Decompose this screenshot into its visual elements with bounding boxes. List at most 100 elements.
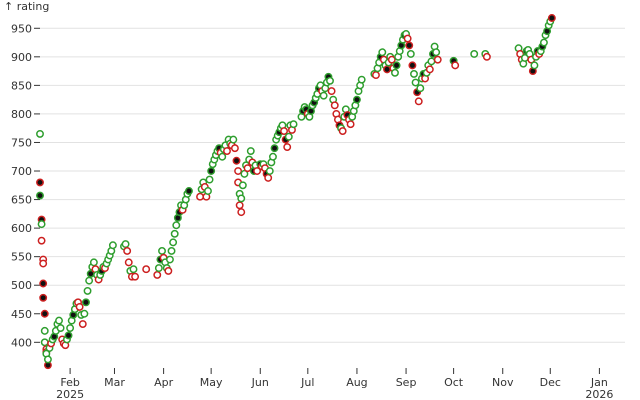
- x-tick-year-label: 2026: [585, 388, 613, 400]
- x-tick-label: Nov: [492, 376, 514, 389]
- gridlines: [40, 27, 625, 343]
- rating-point: [165, 255, 174, 264]
- y-tick-label: 950: [11, 22, 32, 35]
- x-tick-label: Jun: [251, 376, 269, 389]
- rating-point: [142, 265, 151, 274]
- rating-point: [326, 76, 334, 85]
- rating-point: [482, 52, 491, 61]
- rating-point: [36, 129, 44, 138]
- rating-point: [80, 309, 89, 318]
- rating-point: [470, 50, 479, 58]
- x-tick-label: Aug: [346, 376, 367, 389]
- x-tick-label: Feb: [60, 376, 79, 389]
- rating-point: [39, 259, 48, 268]
- rating-point: [405, 41, 414, 50]
- rating-point: [218, 152, 227, 161]
- x-tick-label: Oct: [444, 376, 464, 389]
- rating-point: [403, 34, 412, 43]
- y-tick-label: 600: [11, 222, 32, 235]
- rating-point: [391, 68, 399, 77]
- y-tick-label: 750: [11, 136, 32, 149]
- rating-point: [121, 240, 130, 249]
- rating-point: [164, 266, 173, 275]
- rating-point: [387, 55, 396, 64]
- rating-point: [234, 167, 243, 175]
- rating-point: [270, 144, 279, 153]
- x-tick-label: Sep: [396, 376, 417, 389]
- rating-point: [530, 61, 539, 70]
- x-tick-year-label: 2025: [56, 388, 84, 400]
- rating-point: [319, 91, 328, 100]
- rating-point: [78, 320, 87, 328]
- rating-point: [205, 175, 214, 184]
- rating-point: [410, 70, 418, 78]
- y-tick-label: 900: [11, 51, 32, 64]
- rating-point: [229, 135, 238, 144]
- rating-point: [378, 48, 387, 57]
- y-axis-label: ↑ rating: [4, 0, 49, 13]
- rating-point: [372, 71, 380, 80]
- rating-point: [240, 169, 249, 178]
- rating-point: [85, 276, 94, 285]
- x-tick-label: May: [200, 376, 223, 389]
- rating-point: [289, 120, 298, 129]
- rating-point: [82, 298, 90, 307]
- rating-point: [39, 279, 48, 288]
- rating-point: [64, 331, 73, 340]
- rating-point: [43, 355, 52, 364]
- rating-point: [154, 264, 163, 273]
- rating-point: [169, 238, 178, 247]
- rating-point: [172, 221, 181, 230]
- rating-point: [153, 270, 162, 279]
- x-tick-label: Jan: [590, 376, 608, 389]
- rating-point: [357, 75, 366, 84]
- rating-point: [124, 258, 133, 267]
- rating-point: [547, 14, 556, 22]
- rating-point: [408, 61, 417, 70]
- rating-point: [280, 127, 288, 135]
- rating-point: [55, 316, 63, 325]
- rating-point: [406, 50, 415, 58]
- rating-point: [352, 95, 361, 104]
- y-tick-label: 650: [11, 194, 32, 207]
- rating-point: [108, 241, 117, 250]
- y-tick-label: 700: [11, 165, 32, 178]
- rating-point: [416, 84, 425, 93]
- rating-point: [129, 265, 138, 274]
- rating-point: [246, 147, 255, 155]
- rating-point: [131, 272, 140, 281]
- rating-point: [264, 173, 273, 182]
- rating-point: [204, 187, 212, 195]
- rating-point: [75, 302, 84, 311]
- y-tick-label: 550: [11, 251, 32, 264]
- rating-point: [158, 247, 166, 255]
- rating-point: [330, 101, 339, 110]
- rating-point: [235, 201, 244, 210]
- x-tick-label: Apr: [154, 376, 174, 389]
- rating-point: [237, 208, 246, 217]
- y-tick-label: 400: [11, 336, 32, 349]
- rating-point: [185, 187, 193, 195]
- rating-point: [346, 120, 355, 129]
- rating-point: [238, 181, 247, 190]
- rating-point: [427, 57, 436, 66]
- rating-point: [392, 61, 401, 70]
- rating-point: [37, 236, 46, 245]
- y-tick-label: 800: [11, 108, 32, 121]
- rating-point: [414, 97, 423, 106]
- rating-point: [338, 127, 347, 135]
- rating-point: [425, 65, 434, 74]
- x-tick-label: Mar: [104, 376, 125, 389]
- data-points: [36, 14, 556, 370]
- rating-point: [40, 326, 49, 335]
- rating-point: [232, 156, 241, 165]
- rating-point: [170, 229, 179, 238]
- rating-point: [123, 247, 132, 255]
- y-axis: 400 450 500 550 600 650 700 750 800 850 900 950: [11, 22, 40, 349]
- rating-point: [36, 191, 44, 200]
- rating-point: [433, 55, 442, 64]
- rating-point: [37, 220, 46, 229]
- y-tick-label: 850: [11, 79, 32, 92]
